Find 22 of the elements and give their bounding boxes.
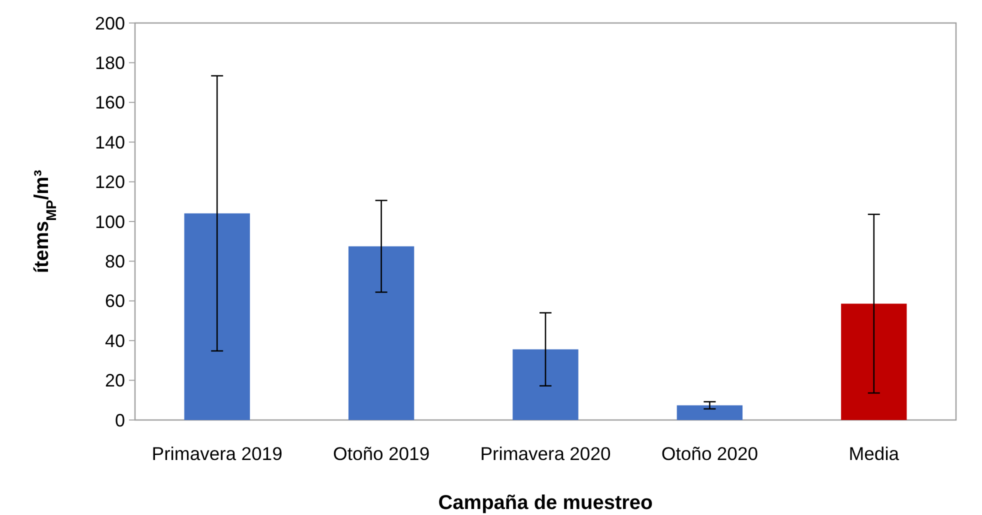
y-tick-label: 40 bbox=[104, 330, 125, 351]
y-tick-label: 140 bbox=[94, 132, 125, 152]
bar bbox=[512, 349, 578, 420]
y-tick-label: 200 bbox=[94, 13, 125, 34]
y-tick-label: 100 bbox=[94, 212, 125, 232]
y-tick-label: 160 bbox=[94, 92, 125, 113]
bar bbox=[841, 304, 907, 420]
bar bbox=[184, 213, 250, 420]
y-tick-label: 120 bbox=[94, 172, 125, 192]
x-tick-label: Otoño 2019 bbox=[332, 443, 430, 464]
bar bbox=[676, 405, 743, 420]
x-tick-label: Media bbox=[848, 443, 900, 464]
y-tick-label: 0 bbox=[114, 410, 125, 430]
y-tick-label: 60 bbox=[104, 291, 125, 312]
x-tick-label: Otoño 2020 bbox=[661, 443, 758, 464]
y-tick-label: 80 bbox=[104, 252, 125, 272]
y-tick-label: 180 bbox=[94, 53, 125, 73]
x-tick-label: Primavera 2020 bbox=[480, 443, 611, 464]
x-axis-title: Campaña de muestreo bbox=[438, 492, 653, 514]
y-tick-label: 20 bbox=[104, 370, 125, 391]
x-tick-label: Primavera 2019 bbox=[152, 443, 282, 464]
bar bbox=[348, 246, 414, 420]
